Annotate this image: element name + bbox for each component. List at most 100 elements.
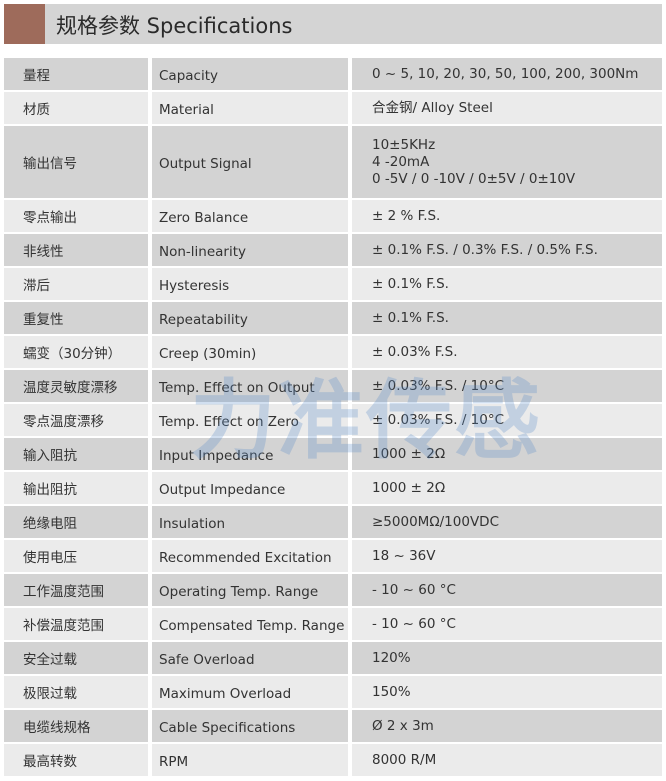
spec-value-line: - 10 ~ 60 °C [372, 581, 456, 598]
table-row: 量程 Capacity 0 ~ 5, 10, 20, 30, 50, 100, 20… [4, 58, 662, 90]
table-row: 极限过载 Maximum Overload 150% [4, 676, 662, 708]
spec-value: ≥5000MΩ/100VDC [352, 506, 662, 538]
table-row: 滞后 Hysteresis ± 0.1% F.S. [4, 268, 662, 300]
spec-value-line: 18 ~ 36V [372, 547, 436, 564]
table-row: 输入阻抗 Input Impedance 1000 ± 2Ω [4, 438, 662, 470]
spec-name-cn: 补偿温度范围 [4, 608, 148, 640]
spec-name-en: RPM [152, 744, 348, 776]
spec-value: 150% [352, 676, 662, 708]
spec-value-line: 150% [372, 683, 411, 700]
table-row: 零点温度漂移 Temp. Effect on Zero ± 0.03% F.S. /… [4, 404, 662, 436]
spec-value: ± 0.1% F.S. [352, 268, 662, 300]
spec-value-line: ± 0.03% F.S. / 10°C [372, 377, 505, 394]
spec-name-cn: 量程 [4, 58, 148, 90]
spec-value-line: 4 -20mA [372, 153, 430, 170]
spec-table: 量程 Capacity 0 ~ 5, 10, 20, 30, 50, 100, 20… [4, 58, 662, 778]
spec-value-line: 1000 ± 2Ω [372, 479, 446, 496]
spec-name-cn: 温度灵敏度漂移 [4, 370, 148, 402]
spec-value: 8000 R/M [352, 744, 662, 776]
spec-name-cn: 使用电压 [4, 540, 148, 572]
spec-value: 合金钢/ Alloy Steel [352, 92, 662, 124]
spec-name-en: Cable Specifications [152, 710, 348, 742]
spec-name-en: Creep (30min) [152, 336, 348, 368]
spec-name-cn: 零点输出 [4, 200, 148, 232]
spec-name-en: Safe Overload [152, 642, 348, 674]
spec-name-en: Repeatability [152, 302, 348, 334]
spec-name-en: Hysteresis [152, 268, 348, 300]
spec-name-en: Maximum Overload [152, 676, 348, 708]
spec-name-en: Compensated Temp. Range [152, 608, 348, 640]
spec-value: 1000 ± 2Ω [352, 438, 662, 470]
spec-name-cn: 输出信号 [4, 126, 148, 198]
spec-value: 0 ~ 5, 10, 20, 30, 50, 100, 200, 300Nm [352, 58, 662, 90]
spec-value: 120% [352, 642, 662, 674]
spec-value: ± 0.1% F.S. [352, 302, 662, 334]
spec-value: Ø 2 x 3m [352, 710, 662, 742]
table-row: 安全过载 Safe Overload 120% [4, 642, 662, 674]
spec-value: ± 0.1% F.S. / 0.3% F.S. / 0.5% F.S. [352, 234, 662, 266]
spec-name-cn: 绝缘电阻 [4, 506, 148, 538]
table-row: 蠕变（30分钟） Creep (30min) ± 0.03% F.S. [4, 336, 662, 368]
spec-name-cn: 零点温度漂移 [4, 404, 148, 436]
spec-value-line: Ø 2 x 3m [372, 717, 434, 734]
table-row: 材质 Material 合金钢/ Alloy Steel [4, 92, 662, 124]
spec-value: - 10 ~ 60 °C [352, 608, 662, 640]
spec-value: 10±5KHz 4 -20mA 0 -5V / 0 -10V / 0±5V / 0±… [352, 126, 662, 198]
spec-value: ± 0.03% F.S. / 10°C [352, 404, 662, 436]
spec-name-cn: 非线性 [4, 234, 148, 266]
spec-value-line: 合金钢/ Alloy Steel [372, 99, 493, 116]
spec-value-line: ≥5000MΩ/100VDC [372, 513, 500, 530]
spec-name-cn: 输出阻抗 [4, 472, 148, 504]
table-row: 重复性 Repeatability ± 0.1% F.S. [4, 302, 662, 334]
spec-name-en: Non-linearity [152, 234, 348, 266]
table-row: 使用电压 Recommended Excitation 18 ~ 36V [4, 540, 662, 572]
table-row: 非线性 Non-linearity ± 0.1% F.S. / 0.3% F.S. … [4, 234, 662, 266]
table-row: 工作温度范围 Operating Temp. Range - 10 ~ 60 °C [4, 574, 662, 606]
spec-value: - 10 ~ 60 °C [352, 574, 662, 606]
spec-name-en: Input Impedance [152, 438, 348, 470]
spec-name-en: Output Impedance [152, 472, 348, 504]
spec-name-cn: 材质 [4, 92, 148, 124]
table-row: 零点输出 Zero Balance ± 2 % F.S. [4, 200, 662, 232]
spec-name-en: Recommended Excitation [152, 540, 348, 572]
page-title: 规格参数 Specifications [56, 14, 293, 38]
spec-value-line: ± 0.03% F.S. / 10°C [372, 411, 505, 428]
spec-value-line: 0 ~ 5, 10, 20, 30, 50, 100, 200, 300Nm [372, 65, 639, 82]
spec-name-cn: 输入阻抗 [4, 438, 148, 470]
table-row: 温度灵敏度漂移 Temp. Effect on Output ± 0.03% F.S… [4, 370, 662, 402]
spec-value-line: ± 2 % F.S. [372, 207, 441, 224]
spec-value-line: ± 0.03% F.S. [372, 343, 458, 360]
spec-value: 18 ~ 36V [352, 540, 662, 572]
spec-name-en: Temp. Effect on Output [152, 370, 348, 402]
spec-name-en: Output Signal [152, 126, 348, 198]
spec-name-en: Temp. Effect on Zero [152, 404, 348, 436]
spec-value: ± 0.03% F.S. [352, 336, 662, 368]
table-row: 绝缘电阻 Insulation ≥5000MΩ/100VDC [4, 506, 662, 538]
spec-value: 1000 ± 2Ω [352, 472, 662, 504]
spec-name-cn: 滞后 [4, 268, 148, 300]
spec-name-en: Material [152, 92, 348, 124]
spec-name-cn: 重复性 [4, 302, 148, 334]
spec-name-cn: 电缆线规格 [4, 710, 148, 742]
spec-value-line: 8000 R/M [372, 751, 437, 768]
table-row: 输出阻抗 Output Impedance 1000 ± 2Ω [4, 472, 662, 504]
table-row: 电缆线规格 Cable Specifications Ø 2 x 3m [4, 710, 662, 742]
spec-value-line: 1000 ± 2Ω [372, 445, 446, 462]
spec-value-line: 0 -5V / 0 -10V / 0±5V / 0±10V [372, 170, 576, 187]
header-accent-block [4, 4, 45, 44]
spec-value: ± 0.03% F.S. / 10°C [352, 370, 662, 402]
spec-value-line: 10±5KHz [372, 136, 436, 153]
spec-value-line: ± 0.1% F.S. / 0.3% F.S. / 0.5% F.S. [372, 241, 598, 258]
table-row: 补偿温度范围 Compensated Temp. Range - 10 ~ 60 °… [4, 608, 662, 640]
spec-name-cn: 工作温度范围 [4, 574, 148, 606]
spec-name-cn: 安全过载 [4, 642, 148, 674]
spec-name-cn: 极限过载 [4, 676, 148, 708]
spec-value: ± 2 % F.S. [352, 200, 662, 232]
table-row: 最高转数 RPM 8000 R/M [4, 744, 662, 776]
spec-name-en: Insulation [152, 506, 348, 538]
table-row: 输出信号 Output Signal 10±5KHz 4 -20mA 0 -5V / 0… [4, 126, 662, 198]
spec-value-line: ± 0.1% F.S. [372, 275, 449, 292]
spec-name-en: Capacity [152, 58, 348, 90]
spec-value-line: - 10 ~ 60 °C [372, 615, 456, 632]
spec-name-cn: 蠕变（30分钟） [4, 336, 148, 368]
